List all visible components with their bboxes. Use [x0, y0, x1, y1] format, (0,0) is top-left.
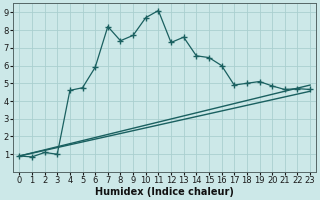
X-axis label: Humidex (Indice chaleur): Humidex (Indice chaleur)	[95, 187, 234, 197]
